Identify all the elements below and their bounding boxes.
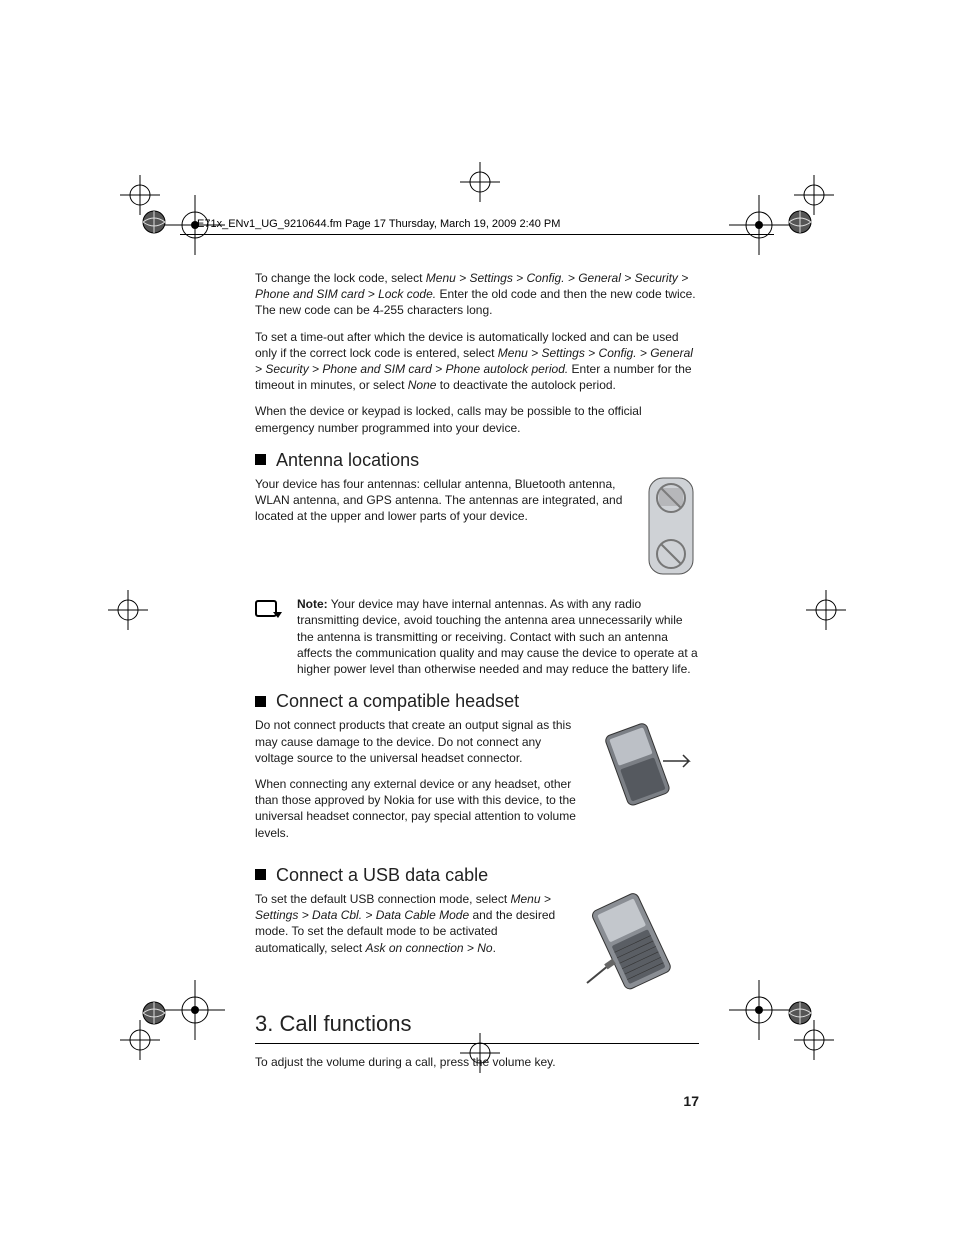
heading-text: Antenna locations <box>276 448 419 472</box>
paragraph-emergency: When the device or keypad is locked, cal… <box>255 403 699 435</box>
page-body: To change the lock code, select Menu > S… <box>255 270 699 1111</box>
text: . <box>493 941 496 955</box>
paragraph-usb: To set the default USB connection mode, … <box>255 891 567 956</box>
headset-row: Do not connect products that create an o… <box>255 717 699 850</box>
text: to deactivate the autolock period. <box>436 378 615 392</box>
antenna-row: Your device has four antennas: cellular … <box>255 476 699 580</box>
note-block: Note: Your device may have internal ante… <box>255 596 699 677</box>
header-rule <box>180 234 774 235</box>
paragraph-call: To adjust the volume during a call, pres… <box>255 1054 699 1070</box>
section-heading-antenna: Antenna locations <box>255 448 699 472</box>
crop-mark-icon <box>460 162 500 202</box>
registration-globe-icon <box>142 210 166 234</box>
paragraph-antenna: Your device has four antennas: cellular … <box>255 476 631 525</box>
text: To set the default USB connection mode, … <box>255 892 510 906</box>
crop-mark-icon <box>120 175 160 215</box>
usb-row: To set the default USB connection mode, … <box>255 891 699 995</box>
paragraph-lockcode: To change the lock code, select Menu > S… <box>255 270 699 319</box>
text: Your device may have internal antennas. … <box>297 597 698 676</box>
note-text: Note: Your device may have internal ante… <box>297 596 699 677</box>
note-icon <box>255 598 285 624</box>
square-bullet-icon <box>255 454 266 465</box>
paragraph-headset-1: Do not connect products that create an o… <box>255 717 577 766</box>
section-heading-headset: Connect a compatible headset <box>255 689 699 713</box>
target-mark-icon <box>729 195 789 255</box>
note-label: Note: <box>297 597 328 611</box>
crop-mark-icon <box>794 1020 834 1060</box>
antenna-diagram-image <box>643 476 699 580</box>
section-heading-usb: Connect a USB data cable <box>255 863 699 887</box>
square-bullet-icon <box>255 696 266 707</box>
running-head: E71x_ENv1_UG_9210644.fm Page 17 Thursday… <box>197 218 560 230</box>
paragraph-headset-2: When connecting any external device or a… <box>255 776 577 841</box>
target-mark-icon <box>729 980 789 1040</box>
headset-diagram-image <box>589 717 699 811</box>
page-number: 17 <box>255 1092 699 1111</box>
heading-text: Connect a compatible headset <box>276 689 519 713</box>
target-mark-icon <box>165 980 225 1040</box>
document-page: E71x_ENv1_UG_9210644.fm Page 17 Thursday… <box>0 0 954 1235</box>
registration-globe-icon <box>788 210 812 234</box>
crop-mark-icon <box>120 1020 160 1060</box>
chapter-rule <box>255 1043 699 1044</box>
crop-mark-icon <box>794 175 834 215</box>
usb-diagram-image <box>579 891 699 995</box>
crop-mark-icon <box>806 590 846 630</box>
registration-globe-icon <box>142 1001 166 1025</box>
target-mark-icon <box>165 195 225 255</box>
square-bullet-icon <box>255 869 266 880</box>
registration-globe-icon <box>788 1001 812 1025</box>
menu-path: Ask on connection > No <box>366 941 493 955</box>
heading-text: Connect a USB data cable <box>276 863 488 887</box>
text: To change the lock code, select <box>255 271 426 285</box>
crop-mark-icon <box>108 590 148 630</box>
chapter-heading: 3. Call functions <box>255 1009 699 1039</box>
menu-option: None <box>408 378 437 392</box>
paragraph-timeout: To set a time-out after which the device… <box>255 329 699 394</box>
